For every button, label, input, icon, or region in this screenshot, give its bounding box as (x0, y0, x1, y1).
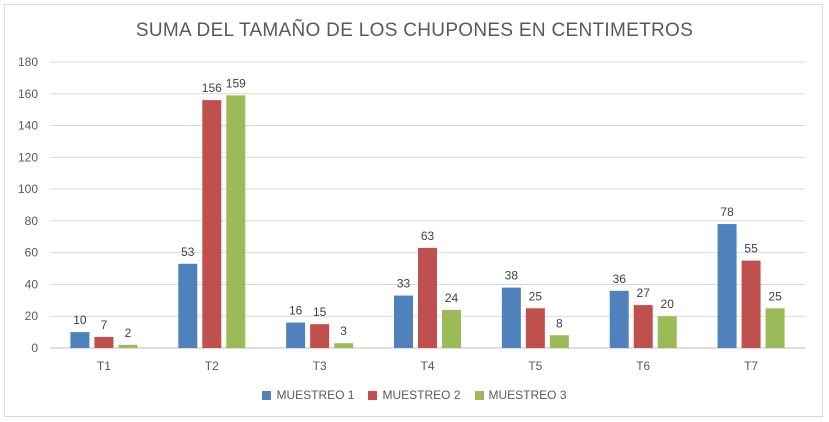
y-tick-label: 0 (31, 341, 38, 355)
bar (310, 324, 330, 348)
legend-swatch (262, 390, 272, 400)
data-label: 78 (720, 205, 734, 219)
data-label: 63 (421, 229, 435, 243)
data-label: 15 (313, 305, 327, 319)
data-label: 3 (340, 324, 347, 338)
data-label: 20 (661, 297, 675, 311)
chart-legend: MUESTREO 1 MUESTREO 2 MUESTREO 3 (0, 388, 829, 402)
bar (394, 295, 413, 348)
data-label: 8 (556, 316, 563, 330)
bar (657, 316, 677, 348)
data-label: 7 (101, 318, 108, 332)
data-label: 156 (202, 81, 222, 95)
bar (525, 308, 545, 348)
y-tick-label: 140 (18, 119, 38, 133)
x-tick-label: T1 (97, 359, 111, 373)
y-tick-label: 40 (25, 277, 39, 291)
data-label: 10 (73, 313, 87, 327)
x-tick-label: T2 (205, 359, 219, 373)
x-tick-label: T5 (528, 359, 542, 373)
chart-title: SUMA DEL TAMAÑO DE LOS CHUPONES EN CENTI… (135, 20, 694, 41)
legend-item: MUESTREO 3 (474, 388, 567, 402)
y-tick-label: 160 (18, 87, 38, 101)
bar (549, 335, 569, 348)
data-label: 55 (744, 242, 758, 256)
bar (765, 308, 785, 348)
x-tick-label: T4 (420, 359, 434, 373)
bar (418, 247, 437, 348)
bar (717, 224, 737, 348)
data-label: 159 (226, 76, 246, 90)
bar (334, 343, 354, 348)
bar (94, 336, 114, 348)
bar (501, 287, 521, 348)
y-tick-label: 100 (18, 182, 38, 196)
y-tick-label: 180 (18, 55, 38, 69)
y-tick-label: 60 (25, 246, 39, 260)
x-tick-label: T7 (744, 359, 758, 373)
bar (442, 309, 461, 348)
y-tick-label: 80 (25, 214, 39, 228)
bar (178, 263, 198, 348)
data-label: 25 (529, 289, 543, 303)
data-label: 36 (613, 272, 627, 286)
bar (226, 95, 246, 348)
data-label: 53 (181, 245, 195, 259)
bar (741, 260, 761, 348)
data-label: 27 (637, 286, 651, 300)
y-tick-label: 120 (18, 150, 38, 164)
bar (118, 344, 138, 348)
data-label: 25 (768, 289, 782, 303)
y-tick-label: 20 (25, 309, 39, 323)
data-label: 2 (125, 326, 132, 340)
data-label: 33 (397, 277, 411, 291)
bar (286, 322, 306, 348)
legend-label: MUESTREO 3 (488, 388, 567, 402)
data-label: 16 (289, 304, 303, 318)
data-label: 38 (505, 269, 519, 283)
legend-swatch (474, 390, 484, 400)
legend-label: MUESTREO 1 (276, 388, 355, 402)
legend-item: MUESTREO 1 (262, 388, 354, 402)
legend-label: MUESTREO 2 (382, 388, 461, 402)
legend-item: MUESTREO 2 (368, 388, 461, 402)
legend-swatch (368, 390, 378, 400)
x-tick-label: T3 (313, 359, 327, 373)
x-tick-label: T6 (636, 359, 650, 373)
bar (609, 290, 629, 348)
bar (633, 305, 653, 348)
bar (70, 332, 90, 348)
bar (202, 100, 222, 348)
data-label: 24 (445, 291, 459, 305)
